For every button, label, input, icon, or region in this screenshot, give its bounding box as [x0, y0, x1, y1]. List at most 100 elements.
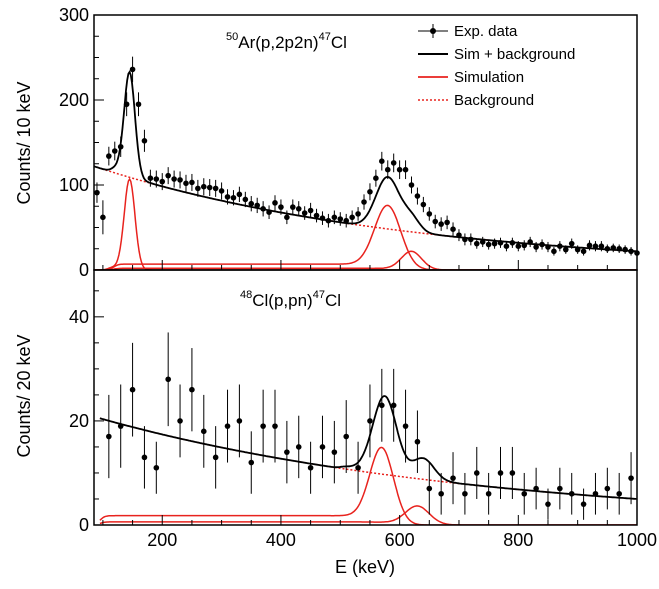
data-point — [557, 243, 563, 249]
data-point — [325, 217, 332, 224]
data-point — [301, 210, 308, 216]
simulation-curves — [94, 177, 637, 270]
data-point — [521, 490, 528, 497]
data-point — [94, 189, 100, 196]
simulation-line — [99, 446, 637, 525]
data-points — [106, 332, 634, 520]
data-point — [123, 101, 130, 108]
x-axis: 200 400 600 800 1000 — [102, 260, 657, 550]
data-point — [307, 207, 314, 214]
data-point — [390, 160, 397, 166]
data-point — [414, 193, 421, 199]
data-point — [171, 176, 177, 182]
data-point — [153, 176, 160, 182]
total-line — [94, 69, 637, 253]
data-point — [153, 464, 160, 471]
data-point — [396, 166, 403, 173]
legend-entry: Background — [418, 92, 534, 109]
x-axis-label: E (keV) — [335, 557, 395, 577]
data-point — [628, 475, 634, 481]
data-point — [177, 177, 183, 183]
data-point — [473, 240, 480, 247]
data-point — [557, 485, 563, 492]
data-point — [129, 66, 136, 73]
title-reaction: Ar(p,2p2n) — [238, 33, 318, 52]
data-point — [545, 501, 551, 507]
data-point — [361, 199, 367, 205]
data-point — [379, 158, 385, 164]
data-point — [450, 475, 456, 481]
data-point — [580, 248, 587, 255]
data-point — [349, 214, 355, 221]
y-tick-label: 20 — [69, 411, 89, 431]
simulation-line — [94, 250, 637, 270]
data-point — [272, 423, 278, 429]
data-point — [248, 459, 255, 466]
data-point — [509, 240, 516, 246]
data-point — [420, 201, 427, 208]
data-point — [432, 218, 439, 225]
data-point — [551, 248, 557, 255]
data-point — [278, 204, 284, 210]
data-point — [462, 490, 468, 497]
title-mass-number: 47 — [313, 289, 325, 301]
y-axis: 0 20 40 — [69, 290, 104, 535]
data-point — [272, 200, 278, 206]
data-point — [183, 180, 189, 187]
data-point — [236, 191, 243, 198]
data-point — [402, 166, 409, 173]
data-point — [598, 243, 605, 249]
simulation-line — [94, 204, 637, 270]
data-point — [343, 217, 350, 224]
panel-title: 48Cl(p,pn)47Cl — [240, 289, 341, 310]
data-point — [485, 490, 492, 497]
y-tick-label: 40 — [69, 307, 89, 327]
data-point — [159, 178, 166, 185]
title-mass-number: 47 — [319, 31, 331, 43]
data-point — [129, 386, 136, 393]
legend-marker — [430, 28, 436, 34]
x-tick-label: 800 — [503, 530, 533, 550]
data-point — [337, 216, 344, 222]
data-point — [509, 470, 516, 476]
data-point — [604, 485, 611, 492]
data-point — [604, 245, 611, 252]
y-tick-label: 300 — [59, 5, 89, 25]
data-point — [521, 242, 528, 249]
data-point — [260, 423, 266, 429]
legend-label: Simulation — [454, 69, 524, 86]
data-point — [414, 438, 421, 445]
data-point — [195, 185, 201, 192]
data-point — [313, 212, 320, 219]
data-point — [141, 454, 148, 461]
data-point — [290, 204, 296, 210]
data-point — [426, 485, 433, 492]
data-point — [402, 423, 409, 429]
data-point — [586, 242, 593, 249]
data-point — [295, 444, 302, 450]
data-point — [503, 243, 510, 249]
data-point — [592, 243, 599, 249]
data-point — [408, 182, 415, 188]
data-point — [331, 449, 338, 455]
data-point — [497, 240, 504, 246]
data-point — [106, 433, 112, 440]
data-point — [248, 200, 255, 207]
data-point — [468, 236, 474, 243]
data-point — [539, 241, 545, 248]
data-points — [94, 56, 640, 258]
data-point — [622, 246, 628, 253]
data-point — [212, 454, 219, 461]
data-point — [111, 148, 118, 154]
title-mass-number: 48 — [240, 289, 252, 301]
legend-label: Sim + background — [454, 46, 575, 63]
data-point — [479, 239, 486, 245]
data-point — [200, 183, 207, 190]
data-point — [135, 101, 142, 108]
data-point — [189, 386, 195, 393]
x-tick-label: 200 — [147, 530, 177, 550]
data-point — [456, 232, 462, 238]
data-point — [491, 240, 498, 247]
simulation-line — [99, 505, 637, 525]
data-point — [242, 196, 249, 203]
